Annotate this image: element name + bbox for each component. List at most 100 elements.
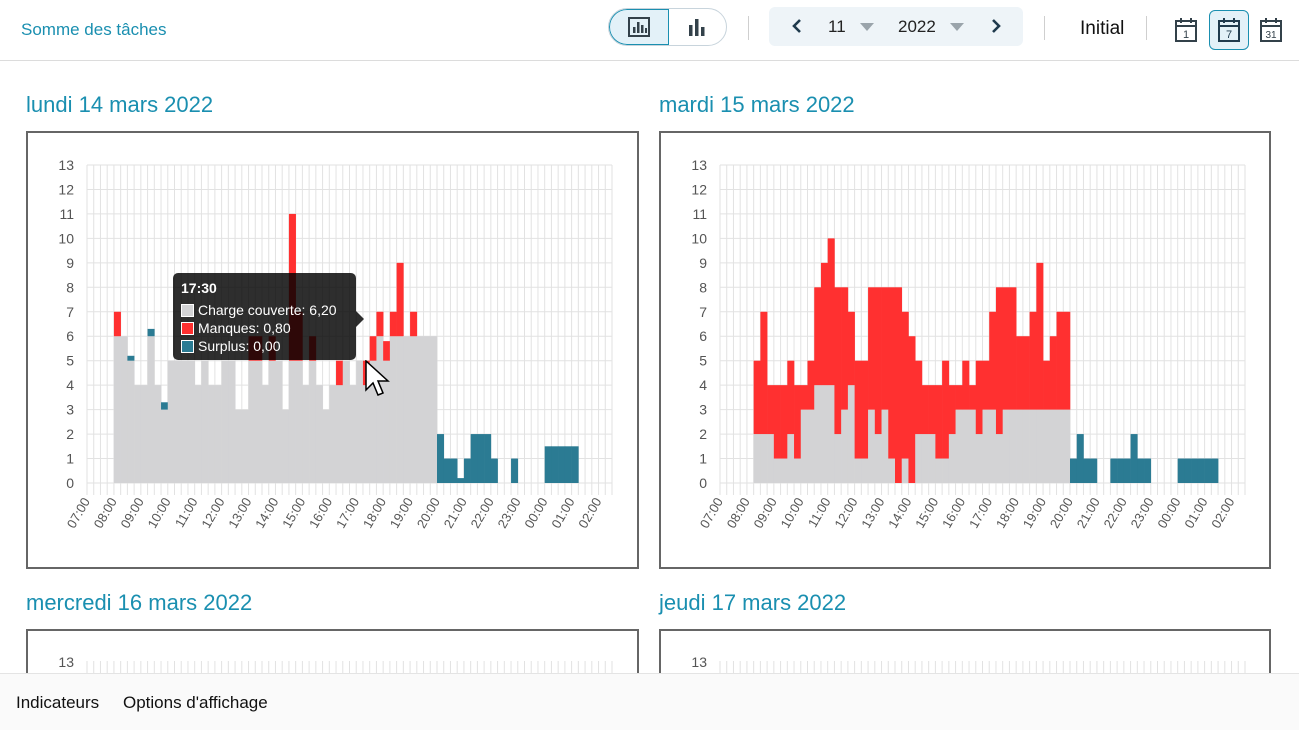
y-tick-label: 11 bbox=[59, 206, 74, 222]
y-tick-label: 3 bbox=[66, 402, 74, 418]
chart-tooltip: 17:30 Charge couverte: 6,20 Manques: 0,8… bbox=[173, 273, 364, 360]
bar-manques bbox=[888, 287, 896, 459]
bar-manques bbox=[861, 360, 869, 459]
bar-surplus bbox=[443, 458, 451, 483]
bar-surplus bbox=[1076, 434, 1084, 483]
display-options-tab[interactable]: Options d'affichage bbox=[123, 693, 268, 712]
bar-charge-couverte bbox=[1043, 409, 1051, 483]
x-tick-label: 01:00 bbox=[1181, 495, 1210, 531]
previous-period-button[interactable] bbox=[787, 16, 807, 36]
bar-manques bbox=[854, 360, 862, 459]
x-tick-label: 02:00 bbox=[575, 495, 604, 531]
y-tick-label: 12 bbox=[691, 181, 707, 197]
bar-manques bbox=[1002, 287, 1010, 410]
y-tick-label: 1 bbox=[699, 451, 707, 467]
bar-charge-couverte bbox=[241, 409, 249, 483]
bar-charge-couverte bbox=[1049, 409, 1057, 483]
calendar-week-icon: 7 bbox=[1218, 18, 1240, 42]
bar-charge-couverte bbox=[181, 360, 189, 483]
bar-charge-couverte bbox=[140, 385, 148, 483]
bar-charge-couverte bbox=[329, 385, 337, 483]
bar-surplus bbox=[437, 434, 445, 483]
bar-surplus bbox=[147, 328, 155, 337]
year-select[interactable]: 2022 bbox=[898, 17, 936, 36]
bar-charge-couverte bbox=[834, 434, 842, 483]
next-period-button[interactable] bbox=[986, 16, 1006, 36]
toolbar-separator bbox=[1044, 16, 1045, 40]
y-tick-label: 13 bbox=[58, 157, 74, 173]
bar-surplus bbox=[1110, 458, 1118, 483]
bar-manques bbox=[901, 311, 909, 459]
x-tick-label: 14:00 bbox=[252, 495, 281, 531]
bar-chart-framed-view-button[interactable] bbox=[609, 9, 669, 45]
bar-charge-couverte bbox=[827, 385, 835, 483]
day-view-button[interactable]: 1 bbox=[1166, 10, 1206, 50]
y-tick-label: 10 bbox=[58, 230, 74, 246]
week-view-button[interactable]: 7 bbox=[1209, 10, 1249, 50]
bar-surplus bbox=[544, 446, 552, 483]
bar-manques bbox=[982, 360, 990, 410]
day-title: mercredi 16 mars 2022 bbox=[26, 590, 253, 615]
bar-manques bbox=[921, 385, 929, 435]
bar-surplus bbox=[551, 446, 559, 483]
x-tick-label: 07:00 bbox=[697, 495, 726, 531]
bar-surplus bbox=[484, 434, 492, 483]
x-tick-label: 15:00 bbox=[912, 495, 941, 531]
x-tick-label: 12:00 bbox=[831, 495, 860, 531]
y-tick-label: 11 bbox=[692, 206, 707, 222]
bar-manques bbox=[948, 385, 956, 435]
bar-manques bbox=[908, 336, 916, 483]
bar-charge-couverte bbox=[888, 458, 896, 483]
bar-charge-couverte bbox=[221, 360, 229, 483]
month-view-button[interactable]: 31 bbox=[1251, 10, 1291, 50]
bar-surplus bbox=[1191, 458, 1199, 483]
bar-manques bbox=[1029, 311, 1037, 410]
bar-manques bbox=[807, 360, 815, 410]
bar-surplus bbox=[1197, 458, 1205, 483]
bar-charge-couverte bbox=[302, 385, 310, 483]
bar-charge-couverte bbox=[235, 409, 243, 483]
calendar-month-icon: 31 bbox=[1260, 18, 1282, 42]
calendar-day-icon: 1 bbox=[1175, 18, 1197, 42]
bar-charge-couverte bbox=[214, 385, 222, 483]
tooltip-time: 17:30 bbox=[181, 280, 217, 296]
bar-charge-couverte bbox=[430, 336, 438, 483]
bar-charge-couverte bbox=[383, 360, 391, 483]
x-tick-label: 08:00 bbox=[724, 495, 753, 531]
y-tick-label: 5 bbox=[699, 353, 707, 369]
bar-charge-couverte bbox=[356, 360, 364, 483]
bar-charge-couverte bbox=[982, 409, 990, 483]
x-tick-label: 18:00 bbox=[993, 495, 1022, 531]
year-dropdown-caret-icon[interactable] bbox=[950, 23, 964, 31]
svg-text:1: 1 bbox=[1183, 29, 1189, 41]
bar-chart-view-button[interactable] bbox=[669, 9, 727, 45]
bar-charge-couverte bbox=[800, 409, 808, 483]
bar-chart-icon bbox=[689, 19, 705, 36]
mode-label[interactable]: Initial bbox=[1080, 18, 1125, 39]
x-tick-label: 22:00 bbox=[1101, 495, 1130, 531]
stacked-bar-chart: 01234567891011121307:0008:0009:0010:0011… bbox=[58, 157, 613, 531]
y-tick-label: 4 bbox=[66, 377, 74, 393]
bar-charge-couverte bbox=[847, 385, 855, 483]
bar-charge-couverte bbox=[342, 360, 350, 483]
bar-charge-couverte bbox=[295, 360, 303, 483]
bar-charge-couverte bbox=[288, 360, 296, 483]
bar-charge-couverte bbox=[255, 360, 263, 483]
indicators-tab[interactable]: Indicateurs bbox=[16, 693, 100, 712]
bar-manques bbox=[389, 311, 397, 337]
bar-surplus bbox=[1211, 458, 1219, 483]
x-tick-label: 13:00 bbox=[858, 495, 887, 531]
bar-charge-couverte bbox=[861, 458, 869, 483]
bar-charge-couverte bbox=[915, 434, 923, 483]
x-tick-label: 15:00 bbox=[279, 495, 308, 531]
bar-charge-couverte bbox=[174, 360, 182, 483]
bar-surplus bbox=[1123, 458, 1131, 483]
week-select[interactable]: 11 bbox=[828, 17, 846, 36]
page-title: Somme des tâches bbox=[21, 20, 167, 39]
bar-charge-couverte bbox=[874, 434, 882, 483]
bar-surplus bbox=[1090, 458, 1098, 483]
bar-manques bbox=[376, 311, 384, 337]
bar-manques bbox=[989, 311, 997, 410]
week-dropdown-caret-icon[interactable] bbox=[860, 23, 874, 31]
bar-charge-couverte bbox=[995, 434, 1003, 483]
